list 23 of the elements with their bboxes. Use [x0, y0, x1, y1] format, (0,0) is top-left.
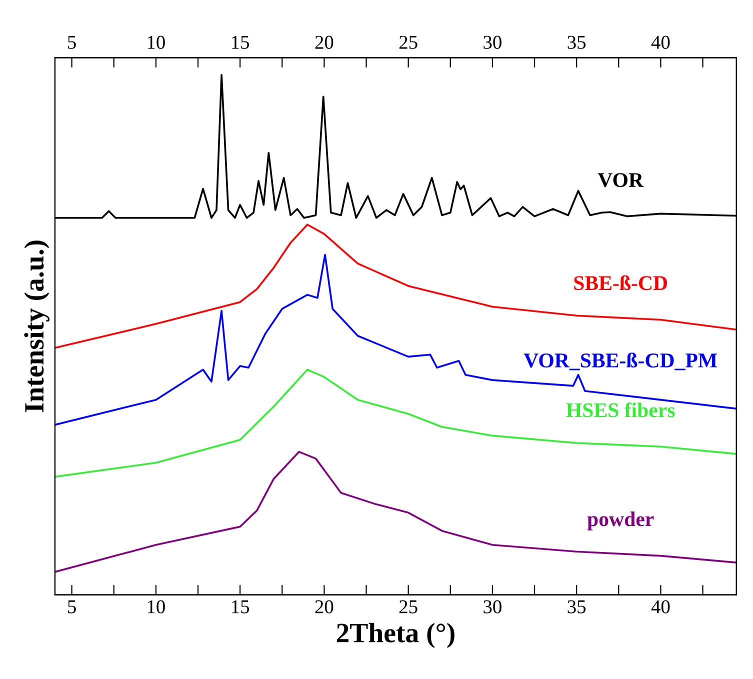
x2-tick-label: 25: [399, 36, 418, 49]
series-label: VOR: [598, 173, 644, 188]
x-tick-label: 15: [232, 600, 250, 614]
x-tick-label: 40: [651, 600, 670, 614]
x2-tick-label: 35: [568, 36, 586, 49]
x-tick-label: 5: [68, 600, 76, 614]
x2-tick-label: 20: [315, 36, 334, 49]
x2-tick-label: 30: [484, 36, 502, 49]
x-tick-label: 30: [484, 600, 502, 614]
x-tick-label: 35: [568, 600, 586, 614]
x-tick-label: 10: [148, 600, 165, 614]
x-tick-label: 20: [315, 600, 334, 614]
x-axis-title: 2Theta (°): [336, 622, 454, 648]
series-label: powder: [587, 512, 654, 530]
x2-tick-label: 10: [148, 36, 165, 49]
x2-tick-label: 40: [651, 36, 670, 49]
x2-tick-label: 5: [68, 36, 76, 49]
x-tick-label: 25: [399, 600, 418, 614]
series-label: HSES fibers: [566, 402, 675, 418]
y-axis-title: Intensity (a.u.): [24, 240, 50, 412]
series-label: SBE-ß-CD: [574, 275, 668, 290]
x2-tick-label: 15: [232, 36, 250, 49]
series-label: VOR_SBE-ß-CD_PM: [524, 352, 717, 370]
